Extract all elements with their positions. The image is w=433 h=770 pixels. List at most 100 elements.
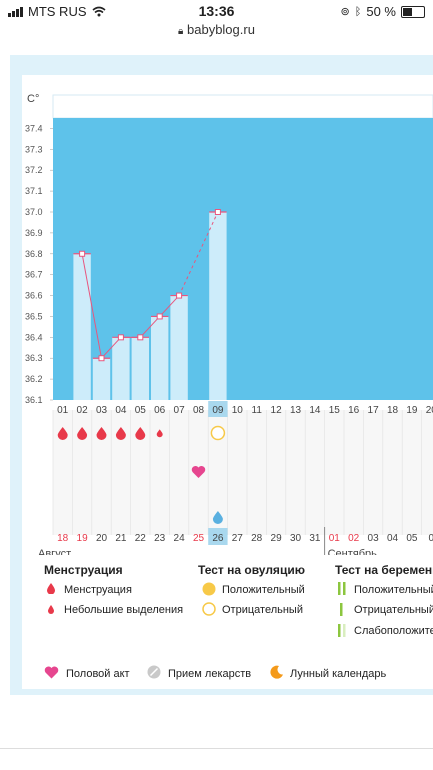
y-tick-label: 37.3	[25, 144, 43, 154]
temperature-bar	[131, 337, 149, 400]
y-tick-label: 36.8	[25, 249, 43, 259]
day-label: 17	[368, 405, 380, 416]
day-label: 10	[232, 405, 244, 416]
menstruation-drop	[156, 429, 163, 438]
temperature-line-segment	[139, 316, 161, 338]
wifi-icon	[91, 6, 106, 17]
date-label: 20	[96, 533, 108, 544]
date-label: 31	[309, 533, 321, 544]
y-tick-label: 36.6	[25, 291, 43, 301]
day-label: 13	[290, 405, 302, 416]
legend-ovulation-title: Тест на овуляцию	[198, 563, 305, 577]
orientation-lock-icon: ⊚	[340, 6, 350, 18]
legend-pregnancy-negative: Отрицательный	[354, 604, 433, 616]
ovulation-test-marker	[210, 425, 226, 441]
legend-intercourse: Половой акт	[66, 668, 130, 680]
pregnancy-negative-icon	[340, 603, 343, 616]
month-label-august: Август	[38, 548, 71, 555]
y-tick-label: 37.4	[25, 123, 43, 133]
drop-icon	[47, 583, 55, 594]
day-label: 04	[115, 405, 127, 416]
date-label: 02	[348, 533, 360, 544]
y-tick-label: 36.3	[25, 353, 43, 363]
day-label: 03	[96, 405, 108, 416]
date-label: 23	[154, 533, 166, 544]
temperature-point	[137, 334, 144, 341]
day-label: 16	[348, 405, 360, 416]
date-label: 30	[290, 533, 302, 544]
day-label: 15	[329, 405, 341, 416]
temperature-line-segment	[101, 336, 122, 359]
date-label: 01	[329, 533, 341, 544]
address-bar[interactable]: 🔒︎ babyblog.ru	[0, 22, 433, 37]
temperature-bar	[170, 295, 188, 400]
heart-icon	[44, 666, 59, 679]
temperature-point	[214, 209, 221, 215]
date-label: 26	[212, 533, 224, 544]
footer-divider	[0, 748, 433, 749]
y-tick-label: 36.9	[25, 228, 43, 238]
intercourse-heart	[191, 466, 206, 478]
temperature-bar	[112, 337, 130, 400]
date-label: 18	[57, 533, 69, 544]
temperature-bar	[73, 253, 91, 400]
clock: 13:36	[198, 3, 235, 19]
legend-ovulation-positive: Положительный	[222, 584, 305, 596]
temperature-point	[156, 313, 163, 320]
y-tick-label: 36.2	[25, 374, 43, 384]
date-label: 29	[271, 533, 283, 544]
small-drop-icon	[48, 605, 54, 614]
day-label: 18	[387, 405, 399, 416]
menstruation-drop	[115, 427, 126, 440]
date-label: 0	[429, 533, 433, 544]
date-label: 05	[406, 533, 418, 544]
day-label: 02	[77, 405, 89, 416]
ovulation-positive-icon	[202, 582, 216, 596]
menstruation-drop	[77, 427, 88, 440]
legend-lunar-calendar: Лунный календарь	[290, 668, 387, 680]
url-text: babyblog.ru	[187, 22, 255, 37]
y-tick-label: 36.7	[25, 270, 43, 280]
lock-icon: 🔒︎	[178, 26, 184, 37]
legend-menstruation: Менструация	[64, 584, 132, 596]
pill-icon	[147, 665, 161, 679]
day-label: 09	[212, 405, 224, 416]
day-label: 07	[174, 405, 186, 416]
ovulation-negative-icon	[202, 602, 216, 616]
day-label: 06	[154, 405, 166, 416]
signal-icon	[8, 6, 23, 17]
moon-icon	[270, 665, 283, 679]
menstruation-drop	[57, 427, 68, 440]
legend-pregnancy-positive: Положительный	[354, 584, 433, 596]
pregnancy-positive-icon	[338, 582, 346, 595]
temperature-line-segment	[159, 295, 180, 317]
day-label: 01	[57, 405, 69, 416]
battery-percent: 50 %	[366, 4, 396, 19]
chart-card: C° 37.4 37.3 37.2 37.1 37.0 36.9 36.8 36.7 36.6 36…	[22, 75, 433, 689]
pregnancy-weak-icon	[338, 624, 346, 637]
day-label: 20	[426, 405, 433, 416]
legend-pregnancy-weak: Слабоположите	[354, 625, 433, 637]
highlight-date-cell	[208, 528, 228, 545]
date-label: 03	[368, 533, 380, 544]
legend-ovulation-negative: Отрицательный	[222, 604, 303, 616]
temperature-bar	[209, 212, 227, 400]
date-label: 25	[193, 533, 205, 544]
date-label: 21	[115, 533, 127, 544]
y-tick-label: 36.5	[25, 311, 43, 321]
date-label: 22	[135, 533, 147, 544]
menstruation-drop	[135, 427, 146, 440]
date-label: 24	[174, 533, 186, 544]
menstruation-drop	[96, 427, 107, 440]
temperature-point	[79, 250, 86, 257]
temperature-point	[98, 355, 105, 362]
y-axis-label: C°	[27, 93, 39, 105]
date-label: 04	[387, 533, 399, 544]
day-label: 11	[252, 405, 263, 416]
month-label-september: Сентябрь	[328, 548, 378, 555]
symptoms-grid	[53, 410, 433, 535]
y-tick-label: 36.1	[25, 395, 43, 405]
carrier-label: MTS RUS	[28, 4, 87, 19]
y-tick-label: 37.2	[25, 165, 43, 175]
bluetooth-icon: ᛒ	[354, 5, 362, 18]
